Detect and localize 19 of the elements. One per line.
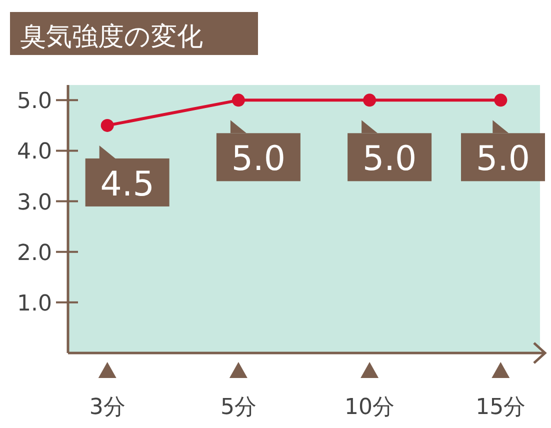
data-label: 5.0 [231, 139, 286, 180]
y-tick-label: 1.0 [17, 291, 52, 316]
data-label: 5.0 [216, 120, 300, 182]
chart-title: 臭気強度の変化 [20, 22, 203, 52]
data-label: 4.5 [100, 164, 154, 204]
x-tick-label: 3分 [89, 395, 126, 420]
title: 臭気強度の変化 [10, 12, 258, 55]
y-tick-label: 2.0 [17, 240, 52, 266]
x-tick-label: 5分 [220, 395, 256, 420]
y-tick-label: 5.0 [17, 89, 52, 114]
data-label: 4.5 [85, 145, 170, 206]
x-tick-label: 10分 [344, 395, 395, 420]
y-tick-label: 4.0 [17, 140, 52, 165]
y-tick-label: 3.0 [17, 190, 52, 216]
data-label: 5.0 [348, 120, 432, 182]
data-label: 5.0 [476, 139, 530, 180]
x-tick-label: 15分 [476, 395, 526, 420]
data-label: 5.0 [461, 120, 545, 182]
data-label: 5.0 [362, 139, 417, 180]
